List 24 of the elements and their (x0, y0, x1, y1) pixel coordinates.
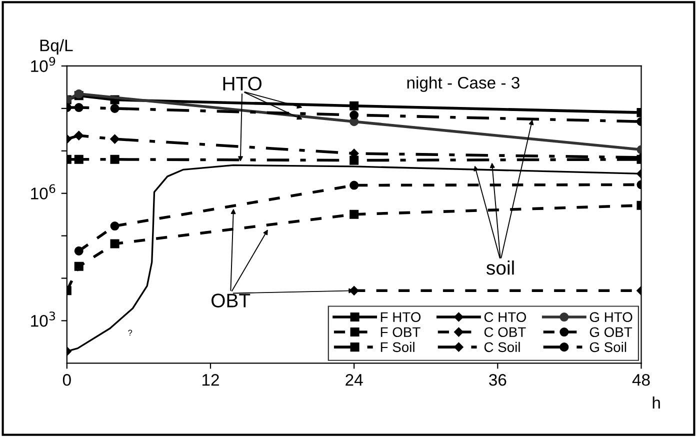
annotation: soil (486, 260, 514, 275)
y-tick-label: 10$^{6}$ (31, 184, 56, 200)
x-tick-label: 0 (62, 374, 71, 386)
y-tick-label: 10$^{3}$ (31, 312, 56, 327)
legend-label: C Soil (484, 342, 520, 352)
legend-label: G HTO (590, 312, 632, 322)
x-tick-label: 36 (489, 374, 506, 386)
legend-label: F Soil (380, 342, 414, 352)
legend-label: C OBT (484, 327, 526, 338)
y-tick-label: 10$^{9}$ (31, 56, 56, 72)
legend-label: C HTO (484, 312, 526, 322)
annotation: ? (128, 330, 132, 336)
text: night - Case - 3 (407, 76, 520, 92)
legend-label: G OBT (590, 327, 632, 338)
x-tick-label: 48 (632, 374, 650, 386)
legend-label: F OBT (380, 327, 420, 338)
x-axis-title: h (652, 396, 660, 409)
annotation: OBT (212, 294, 250, 308)
x-tick-label: 12 (202, 374, 219, 386)
y-axis-title: Bq/L (40, 39, 73, 55)
legend-label: G Soil (590, 342, 626, 352)
legend-label: F HTO (380, 312, 421, 322)
annotation: HTO (223, 76, 262, 91)
x-tick-label: 24 (346, 374, 363, 386)
